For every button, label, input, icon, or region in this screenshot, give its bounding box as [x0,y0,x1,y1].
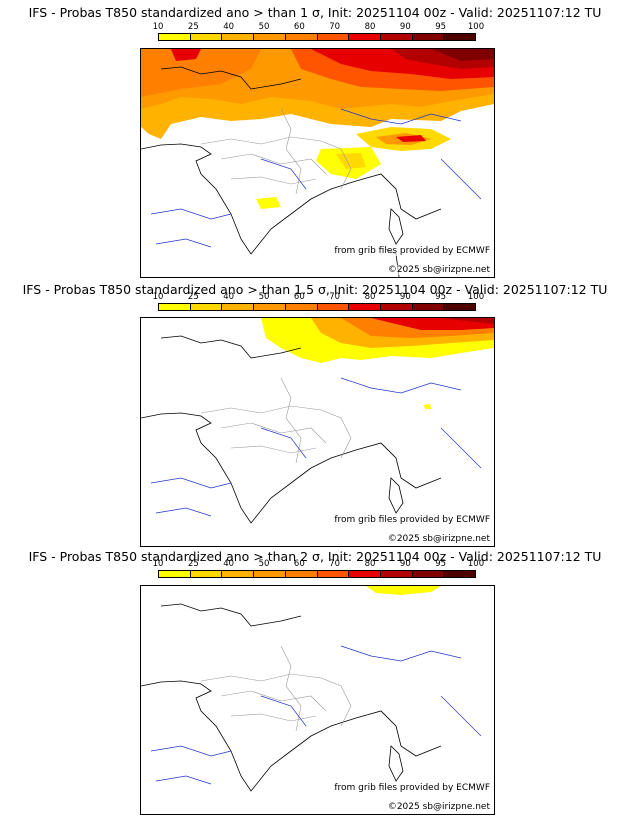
borders [200,108,352,195]
panel-2sigma: IFS - Probas T850 standardized ano > tha… [0,545,630,828]
colorbar-swatch [349,34,381,40]
colorbar-swatches [158,303,476,311]
colorbar-ticks: 10 25 40 50 60 70 80 90 95 100 [153,22,485,32]
probability-shading [261,318,494,409]
colorbar-swatch [349,571,381,577]
probability-map: from grib files provided by ECMWF ©2025 … [140,585,495,815]
borders [200,377,352,464]
credit-copyright: ©2025 sb@irizpne.net [387,802,490,812]
colorbar-swatches [158,33,476,41]
colorbar-swatch [444,304,476,310]
colorbar-tick-label: 40 [223,22,235,32]
colorbar-tick-label: 80 [364,22,376,32]
colorbar-swatch [412,304,445,310]
colorbar-tick-label: 25 [187,292,199,302]
colorbar-tick-label: 80 [364,559,376,569]
credit-source: from grib files provided by ECMWF [334,783,490,793]
colorbar-swatch [190,34,223,40]
colorbar-swatch [349,304,381,310]
panel-title: IFS - Probas T850 standardized ano > tha… [28,549,602,564]
colorbar-swatch [444,571,476,577]
colorbar-tick-label: 10 [152,22,164,32]
probability-map: from grib files provided by ECMWF ©2025 … [140,317,495,547]
credit-source: from grib files provided by ECMWF [334,515,490,525]
colorbar-tick-label: 90 [399,22,411,32]
colorbar-tick-label: 50 [258,559,270,569]
colorbar-swatch [380,304,413,310]
colorbar-tick-label: 95 [435,559,447,569]
colorbar-tick-label: 70 [329,559,341,569]
colorbar-tick-label: 25 [187,559,199,569]
colorbar-tick-label: 95 [435,22,447,32]
colorbar-tick-label: 40 [223,292,235,302]
colorbar-tick-label: 10 [152,292,164,302]
rivers [150,377,482,517]
colorbar-tick-label: 100 [467,559,485,569]
colorbar-tick-label: 50 [258,22,270,32]
colorbar-swatch [222,571,255,577]
borders [200,645,352,732]
credit-source: from grib files provided by ECMWF [334,246,490,256]
colorbar-tick-label: 60 [293,292,305,302]
rivers [150,645,482,785]
colorbar-swatches [158,570,476,578]
colorbar-tick-label: 100 [467,292,485,302]
colorbar-tick-label: 60 [293,559,305,569]
colorbar-swatch [317,304,350,310]
colorbar-tick-label: 70 [329,22,341,32]
probability-shading [141,49,494,209]
colorbar-tick-label: 90 [399,559,411,569]
colorbar-tick-label: 70 [329,292,341,302]
colorbar-swatch [380,571,413,577]
colorbar-tick-label: 90 [399,292,411,302]
colorbar-swatch [285,304,318,310]
colorbar-swatch [285,34,318,40]
colorbar-tick-label: 100 [467,22,485,32]
colorbar-swatch [190,304,223,310]
probability-map: from grib files provided by ECMWF ©2025 … [140,48,495,278]
colorbar-swatch [444,34,476,40]
colorbar-swatch [317,34,350,40]
credit-copyright: ©2025 sb@irizpne.net [387,265,490,275]
colorbar-swatch [222,304,255,310]
colorbar-ticks: 10 25 40 50 60 70 80 90 95 100 [153,559,485,569]
colorbar-tick-label: 95 [435,292,447,302]
colorbar-swatch [254,571,286,577]
panel-title: IFS - Probas T850 standardized ano > tha… [28,5,602,20]
colorbar-swatch [254,34,286,40]
colorbar-swatch [412,34,445,40]
panel-title: IFS - Probas T850 standardized ano > tha… [22,282,608,297]
panel-1sigma: IFS - Probas T850 standardized ano > tha… [0,0,630,280]
colorbar-swatch [254,304,286,310]
rivers [150,108,482,248]
colorbar-swatch [222,34,255,40]
colorbar-swatch [380,34,413,40]
probability-shading [366,586,441,595]
colorbar-swatch [159,304,191,310]
colorbar-ticks: 10 25 40 50 60 70 80 90 95 100 [153,292,485,302]
credit-copyright: ©2025 sb@irizpne.net [387,534,490,544]
colorbar-swatch [317,571,350,577]
colorbar-tick-label: 80 [364,292,376,302]
colorbar-tick-label: 40 [223,559,235,569]
coastlines [141,603,442,792]
colorbar-tick-label: 10 [152,559,164,569]
colorbar-tick-label: 50 [258,292,270,302]
colorbar-tick-label: 60 [293,22,305,32]
colorbar-swatch [285,571,318,577]
coastlines [141,335,442,524]
colorbar-swatch [190,571,223,577]
colorbar-tick-label: 25 [187,22,199,32]
coastlines [141,66,442,277]
colorbar-swatch [412,571,445,577]
panel-1-5sigma: IFS - Probas T850 standardized ano > tha… [0,275,630,547]
colorbar-swatch [159,571,191,577]
colorbar-swatch [159,34,191,40]
